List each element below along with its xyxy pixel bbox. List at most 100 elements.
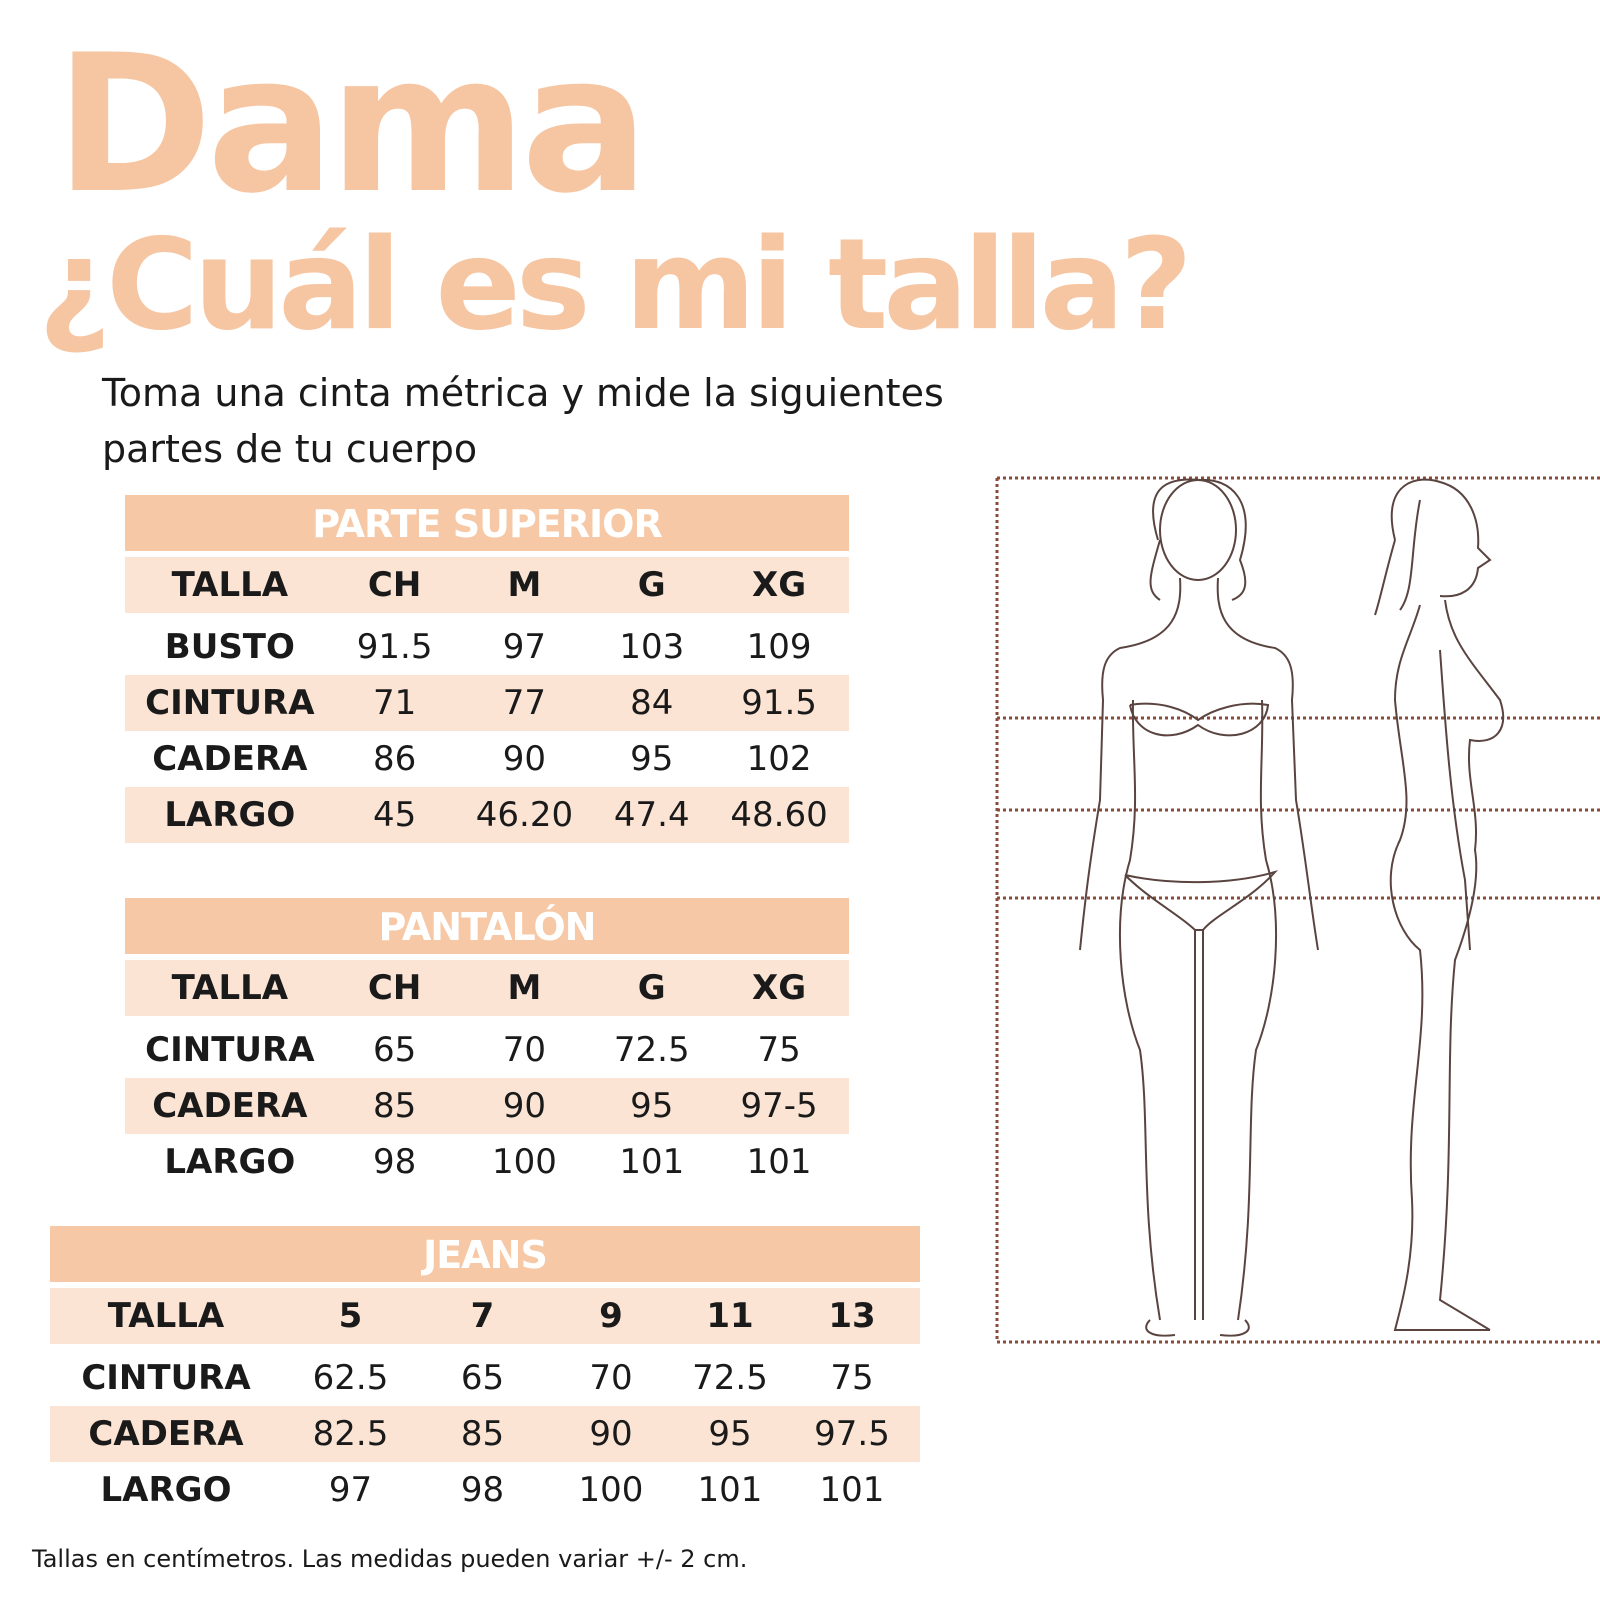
row-label: CADERA (88, 1414, 244, 1454)
size-column-header: XG (752, 565, 807, 605)
row-label: LARGO (164, 795, 296, 835)
table-cell: 101 (619, 1142, 685, 1182)
table-cell: 100 (491, 1142, 557, 1182)
front-feet (1145, 1319, 1250, 1337)
table-title: PANTALÓN (125, 898, 849, 954)
column-header-label: TALLA (171, 565, 289, 605)
table-header-row: TALLA CH M G XG (125, 960, 849, 1016)
table-cell: 47.4 (613, 795, 690, 835)
table-cell: 85 (372, 1086, 417, 1126)
table-row: CINTURA 62.5 65 70 72.5 75 (50, 1350, 920, 1406)
page-title: Dama (55, 14, 649, 235)
front-torso (1079, 577, 1319, 951)
table-cell: 97 (328, 1470, 373, 1510)
table-cell: 70 (502, 1030, 547, 1070)
row-label: CADERA (152, 739, 308, 779)
guide-frame (995, 476, 1600, 1344)
table-cell: 91.5 (356, 627, 433, 667)
body-measurement-illustration (995, 476, 1600, 1344)
table-cell: 77 (502, 683, 547, 723)
table-header-row: TALLA CH M G XG (125, 557, 849, 613)
table-jeans: JEANS TALLA 5 7 9 11 13 CINTURA 62.5 65 70 72.5 75 CA… (50, 1226, 920, 1518)
size-column-header: G (637, 968, 666, 1008)
table-row: LARGO 45 46.20 47.4 48.60 (125, 787, 849, 843)
page-subtitle: ¿Cuál es mi talla? (38, 211, 1193, 358)
table-cell: 100 (578, 1470, 644, 1510)
table-cell: 90 (502, 739, 547, 779)
table-cell: 91.5 (741, 683, 817, 723)
size-column-header: CH (367, 565, 422, 605)
footnote: Tallas en centímetros. Las medidas puede… (32, 1545, 748, 1573)
side-body (1389, 599, 1505, 1331)
column-header-label: TALLA (107, 1296, 225, 1336)
size-column-header: G (637, 565, 666, 605)
front-body (1118, 699, 1278, 1321)
table-cell: 70 (589, 1358, 633, 1398)
table-row: CADERA 86 90 95 102 (125, 731, 849, 787)
table-row: CADERA 85 90 95 97-5 (125, 1078, 849, 1134)
table-cell: 90 (502, 1086, 547, 1126)
table-cell: 72.5 (692, 1358, 768, 1398)
table-cell: 98 (372, 1142, 417, 1182)
column-header-label: TALLA (171, 968, 289, 1008)
table-row: CINTURA 71 77 84 91.5 (125, 675, 849, 731)
front-figure (1079, 478, 1319, 1337)
row-label: LARGO (100, 1470, 232, 1510)
intro-text: Toma una cinta métrica y mide la siguien… (102, 371, 944, 471)
front-bikini-top (1129, 702, 1270, 737)
row-label: CINTURA (145, 1030, 315, 1070)
row-label: LARGO (164, 1142, 296, 1182)
table-cell: 62.5 (312, 1358, 389, 1398)
table-cell: 95 (708, 1414, 752, 1454)
table-cell: 65 (460, 1358, 505, 1398)
table-cell: 48.60 (730, 795, 828, 835)
size-column-header: M (507, 565, 542, 605)
row-label: BUSTO (164, 627, 295, 667)
table-cell: 75 (830, 1358, 874, 1398)
table-cell: 97-5 (740, 1086, 818, 1126)
table-cell: 101 (746, 1142, 812, 1182)
table-cell: 75 (757, 1030, 801, 1070)
table-cell: 82.5 (312, 1414, 389, 1454)
size-column-header: 13 (828, 1296, 876, 1336)
front-head (1159, 479, 1237, 581)
table-cell: 90 (589, 1414, 633, 1454)
front-hair (1149, 478, 1247, 601)
table-row: BUSTO 91.5 97 103 109 (125, 619, 849, 675)
size-column-header: 11 (706, 1296, 754, 1336)
table-row: LARGO 97 98 100 101 101 (50, 1462, 920, 1518)
size-column-header: 7 (470, 1296, 495, 1336)
size-column-header: XG (752, 968, 807, 1008)
table-cell: 101 (819, 1470, 885, 1510)
row-label: CINTURA (81, 1358, 251, 1398)
table-cell: 46.20 (475, 795, 574, 835)
table-cell: 65 (372, 1030, 417, 1070)
table-title: JEANS (50, 1226, 920, 1282)
table-title: PARTE SUPERIOR (125, 495, 849, 551)
table-row: CINTURA 65 70 72.5 75 (125, 1022, 849, 1078)
side-figure (1374, 478, 1505, 1331)
front-bikini-bottom (1124, 870, 1279, 931)
table-cell: 97 (502, 627, 547, 667)
side-arm (1439, 649, 1471, 951)
table-cell: 97.5 (814, 1414, 890, 1454)
table-cell: 103 (619, 627, 685, 667)
size-column-header: 5 (338, 1296, 363, 1336)
table-cell: 71 (372, 683, 417, 723)
table-cell: 86 (372, 739, 417, 779)
side-hair (1374, 499, 1421, 616)
guide-lines (995, 476, 1600, 1344)
row-label: CADERA (152, 1086, 308, 1126)
table-cell: 85 (460, 1414, 505, 1454)
size-column-header: 9 (599, 1296, 623, 1336)
table-cell: 95 (630, 739, 674, 779)
table-cell: 45 (372, 795, 417, 835)
size-column-header: CH (367, 968, 422, 1008)
table-cell: 72.5 (613, 1030, 690, 1070)
table-cell: 109 (746, 627, 812, 667)
table-row: LARGO 98 100 101 101 (125, 1134, 849, 1190)
table-cell: 101 (697, 1470, 763, 1510)
table-pantalon: PANTALÓN TALLA CH M G XG CINTURA 65 70 72.5 75 CADE… (125, 898, 849, 1190)
table-cell: 102 (746, 739, 812, 779)
size-column-header: M (507, 968, 542, 1008)
